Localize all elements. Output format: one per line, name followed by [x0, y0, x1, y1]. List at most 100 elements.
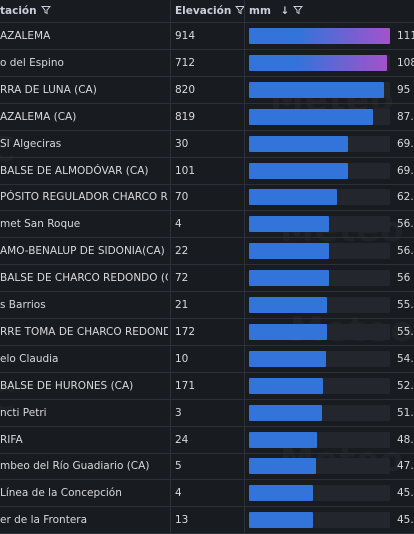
- gauge-track: [249, 54, 390, 71]
- gauge-track: [249, 404, 390, 421]
- column-header-elevation[interactable]: Elevación: [175, 0, 246, 22]
- station-name: RRE TOMA DE CHARCO REDONDO: [0, 325, 168, 338]
- elevation-value: 5: [175, 460, 182, 473]
- gauge-bar: [249, 162, 348, 179]
- gauge-bar: [249, 297, 327, 313]
- elevation-value: 70: [175, 191, 189, 204]
- table-row[interactable]: er de la Frontera 13 45.: [0, 507, 414, 534]
- table-row[interactable]: o del Espino 712 108.: [0, 50, 414, 77]
- station-name: BALSE DE ALMODÓVAR (CA): [0, 164, 149, 177]
- gauge-bar: [249, 377, 323, 394]
- gauge-track: [249, 108, 390, 125]
- table-row[interactable]: AZALEMA (CA) 819 87.: [0, 104, 414, 131]
- mm-gauge-cell: 69.: [249, 131, 414, 157]
- elevation-value: 4: [175, 218, 182, 231]
- gauge-track: [249, 485, 390, 502]
- gauge-bar: [249, 54, 387, 71]
- mm-value: 55.: [397, 299, 414, 311]
- table-row[interactable]: BALSE DE CHARCO REDONDO (C 72 56: [0, 265, 414, 293]
- gauge-track: [249, 81, 390, 98]
- column-header-station[interactable]: tación: [0, 0, 51, 22]
- elevation-value: 172: [175, 325, 196, 338]
- elevation-value: 712: [175, 56, 196, 69]
- table-row[interactable]: PÓSITO REGULADOR CHARCO RE 70 62.: [0, 184, 414, 212]
- mm-gauge-cell: 111.: [249, 23, 414, 49]
- mm-value: 55.: [397, 325, 414, 338]
- gauge-track: [249, 512, 390, 529]
- gauge-bar: [249, 270, 329, 287]
- column-divider: [170, 0, 171, 534]
- table-row[interactable]: ncti Petri 3 51.: [0, 400, 414, 427]
- gauge-bar: [249, 350, 326, 367]
- table-row[interactable]: BALSE DE ALMODÓVAR (CA) 101 69.: [0, 158, 414, 185]
- elevation-value: 820: [175, 83, 196, 96]
- gauge-bar: [249, 431, 317, 448]
- gauge-bar: [249, 485, 313, 502]
- elevation-value: 24: [175, 433, 189, 446]
- station-name: RIFA: [0, 433, 23, 446]
- mm-gauge-cell: 47.: [249, 453, 414, 479]
- table-header: tación Elevación mm ↓: [0, 0, 414, 23]
- mm-value: 95: [397, 83, 411, 96]
- station-name: AMO-BENALUP DE SIDONIA(CA): [0, 245, 165, 258]
- gauge-track: [249, 28, 390, 44]
- gauge-bar: [249, 81, 384, 98]
- filter-icon[interactable]: [293, 5, 304, 15]
- station-name: s Barrios: [0, 299, 46, 311]
- gauge-bar: [249, 135, 348, 152]
- mm-value: 56.: [397, 245, 414, 258]
- mm-value: 47.: [397, 460, 414, 473]
- mm-gauge-cell: 56.: [249, 238, 414, 264]
- table-row[interactable]: mbeo del Río Guadiario (CA) 5 47.: [0, 453, 414, 481]
- mm-gauge-cell: 87.: [249, 104, 414, 130]
- gauge-track: [249, 135, 390, 152]
- mm-value: 87.: [397, 110, 414, 123]
- gauge-track: [249, 431, 390, 448]
- table-row[interactable]: AMO-BENALUP DE SIDONIA(CA) 22 56.: [0, 238, 414, 266]
- mm-gauge-cell: 55.: [249, 319, 414, 345]
- station-name: AZALEMA: [0, 30, 51, 42]
- gauge-track: [249, 297, 390, 313]
- elevation-value: 21: [175, 299, 189, 311]
- table-row[interactable]: Línea de la Concepción 4 45.: [0, 480, 414, 508]
- column-header-mm[interactable]: mm ↓: [249, 0, 304, 22]
- mm-gauge-cell: 56: [249, 265, 414, 291]
- sort-descending-icon: ↓: [280, 5, 290, 17]
- mm-value: 45.: [397, 514, 414, 527]
- gauge-track: [249, 162, 390, 179]
- mm-gauge-cell: 95: [249, 77, 414, 103]
- table-row[interactable]: SI Algeciras 30 69.: [0, 131, 414, 158]
- column-header-elevation-label: Elevación: [175, 5, 232, 17]
- elevation-value: 914: [175, 30, 196, 42]
- elevation-value: 30: [175, 137, 189, 150]
- mm-value: 56: [397, 272, 411, 285]
- table-row[interactable]: s Barrios 21 55.: [0, 292, 414, 319]
- elevation-value: 72: [175, 272, 189, 285]
- station-name: RRA DE LUNA (CA): [0, 83, 97, 96]
- mm-value: 52.: [397, 379, 414, 392]
- elevation-value: 171: [175, 379, 196, 392]
- table-row[interactable]: met San Roque 4 56.: [0, 211, 414, 239]
- gauge-bar: [249, 323, 327, 340]
- mm-value: 62.: [397, 191, 414, 204]
- mm-value: 69.: [397, 164, 414, 177]
- gauge-track: [249, 350, 390, 367]
- mm-gauge-cell: 108.: [249, 50, 414, 76]
- mm-gauge-cell: 56.: [249, 211, 414, 237]
- table-row[interactable]: BALSE DE HURONES (CA) 171 52.: [0, 373, 414, 400]
- table-row[interactable]: RRA DE LUNA (CA) 820 95: [0, 77, 414, 104]
- mm-value: 45.: [397, 487, 414, 500]
- table-row[interactable]: elo Claudia 10 54.: [0, 346, 414, 373]
- station-name: o del Espino: [0, 56, 64, 69]
- filter-icon[interactable]: [40, 5, 51, 15]
- mm-gauge-cell: 45.: [249, 480, 414, 506]
- table-row[interactable]: AZALEMA 914 111.: [0, 23, 414, 50]
- mm-gauge-cell: 48.: [249, 427, 414, 453]
- table-row[interactable]: RRE TOMA DE CHARCO REDONDO 172 55.: [0, 319, 414, 346]
- gauge-track: [249, 458, 390, 475]
- column-divider: [244, 0, 245, 534]
- mm-gauge-cell: 55.: [249, 292, 414, 318]
- station-name: elo Claudia: [0, 352, 59, 365]
- table-row[interactable]: RIFA 24 48.: [0, 427, 414, 454]
- elevation-value: 819: [175, 110, 196, 123]
